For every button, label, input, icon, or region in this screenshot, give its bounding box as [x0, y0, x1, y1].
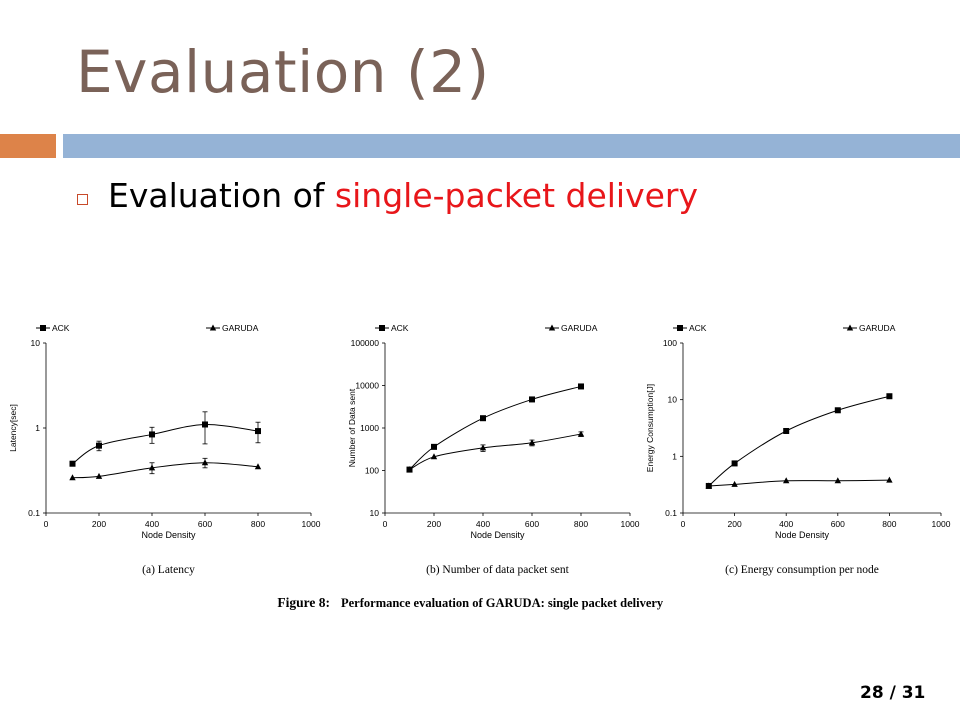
x-tick-label: 800	[574, 519, 588, 529]
data-point-ack	[149, 431, 155, 438]
x-tick-label: 600	[525, 519, 539, 529]
legend-label: ACK	[391, 323, 409, 333]
data-point-ack	[202, 421, 208, 428]
x-tick-label: 600	[198, 519, 212, 529]
x-tick-label: 0	[383, 519, 388, 529]
x-tick-label: 400	[145, 519, 159, 529]
x-tick-label: 200	[427, 519, 441, 529]
y-tick-label: 0.1	[28, 508, 40, 518]
x-tick-label: 800	[251, 519, 265, 529]
chart-1: 0 200 400 600 800 1000 0.1 1 10 Node Density Laten…	[8, 323, 321, 576]
x-tick-label: 0	[681, 519, 686, 529]
x-tick-label: 200	[92, 519, 106, 529]
y-axis-label: Number of Data sent	[347, 388, 357, 467]
y-axis-label: Latency[sec]	[8, 404, 18, 452]
chart-caption: (b) Number of data packet sent	[426, 564, 570, 576]
y-tick-label: 1	[672, 451, 677, 461]
data-point-garuda	[254, 463, 262, 470]
legend-marker	[677, 325, 683, 331]
data-point-garuda	[201, 459, 209, 466]
title-accent-bar-right	[63, 134, 960, 158]
figure-caption-label: Figure 8:	[277, 595, 330, 610]
bullet-text-main: Evaluation of	[108, 176, 335, 215]
chart-caption: (a) Latency	[142, 564, 195, 576]
data-point-garuda	[406, 466, 413, 473]
data-point-garuda	[731, 480, 738, 487]
data-point-ack	[529, 396, 535, 403]
figure-caption-text: Performance evaluation of GARUDA: single…	[341, 596, 664, 610]
page-number: 28 / 31	[860, 683, 925, 703]
bullet-text: Evaluation of single-packet delivery	[108, 176, 698, 215]
data-point-ack	[69, 460, 76, 467]
data-point-ack	[783, 427, 790, 434]
legend-marker	[379, 325, 385, 331]
data-point-ack	[578, 383, 584, 390]
data-point-ack	[731, 460, 738, 467]
data-point-ack	[96, 442, 102, 449]
legend-label: ACK	[52, 323, 70, 333]
x-axis-label: Node Density	[470, 530, 525, 540]
series-line-garuda	[409, 433, 582, 471]
x-axis-label: Node Density	[775, 530, 830, 540]
title-accent-bar-left	[0, 134, 56, 158]
legend-label: GARUDA	[222, 323, 259, 333]
data-point-garuda	[95, 472, 103, 479]
y-tick-label: 1	[35, 423, 40, 433]
chart-2: 0 200 400 600 800 1000 10 100 1000 10000 100000 Nod…	[347, 323, 640, 576]
x-tick-label: 1000	[302, 519, 321, 529]
x-tick-label: 600	[831, 519, 845, 529]
chart-caption: (c) Energy consumption per node	[725, 564, 879, 576]
x-axis-label: Node Density	[141, 530, 196, 540]
x-tick-label: 200	[728, 519, 742, 529]
slide-title: Evaluation (2)	[76, 38, 490, 106]
bullet-square-icon	[77, 194, 88, 205]
data-point-garuda	[479, 444, 487, 451]
legend-marker	[209, 324, 217, 331]
x-tick-label: 400	[779, 519, 793, 529]
y-tick-label: 100	[365, 466, 379, 476]
data-point-ack	[480, 415, 486, 422]
y-tick-label: 100000	[351, 338, 380, 348]
y-tick-label: 10	[668, 395, 678, 405]
x-tick-label: 800	[882, 519, 896, 529]
y-axis-label: Energy Consumption[J]	[645, 384, 655, 472]
data-point-garuda	[834, 477, 841, 484]
legend-label: GARUDA	[859, 323, 896, 333]
legend-marker	[40, 325, 46, 331]
legend-label: ACK	[689, 323, 707, 333]
x-tick-label: 0	[44, 519, 49, 529]
page-current: 28	[860, 683, 884, 703]
legend-marker	[846, 324, 854, 331]
data-point-garuda	[783, 477, 790, 484]
page-total: / 31	[889, 683, 926, 703]
chart-3: 0 200 400 600 800 1000 0.1 1 10 100 Node Density En…	[645, 323, 951, 576]
y-tick-label: 100	[663, 338, 677, 348]
y-tick-label: 0.1	[665, 508, 677, 518]
data-point-ack	[886, 393, 893, 400]
data-point-ack	[431, 443, 437, 450]
data-point-garuda	[886, 476, 893, 483]
y-tick-label: 10	[31, 338, 41, 348]
y-tick-label: 10000	[355, 381, 379, 391]
legend-marker	[548, 324, 556, 331]
data-point-garuda	[528, 439, 536, 446]
data-point-ack	[255, 428, 261, 435]
y-tick-label: 1000	[360, 423, 379, 433]
series-line-ack	[708, 395, 890, 487]
bullet-text-highlight: single-packet delivery	[334, 176, 699, 215]
x-tick-label: 1000	[621, 519, 640, 529]
data-point-garuda	[577, 430, 585, 437]
y-tick-label: 10	[370, 508, 380, 518]
x-tick-label: 400	[476, 519, 490, 529]
legend-label: GARUDA	[561, 323, 598, 333]
data-point-garuda	[705, 482, 712, 489]
data-point-garuda	[430, 453, 438, 460]
data-point-ack	[834, 407, 841, 414]
data-point-garuda	[148, 464, 156, 471]
x-tick-label: 1000	[932, 519, 951, 529]
data-point-garuda	[69, 474, 76, 481]
